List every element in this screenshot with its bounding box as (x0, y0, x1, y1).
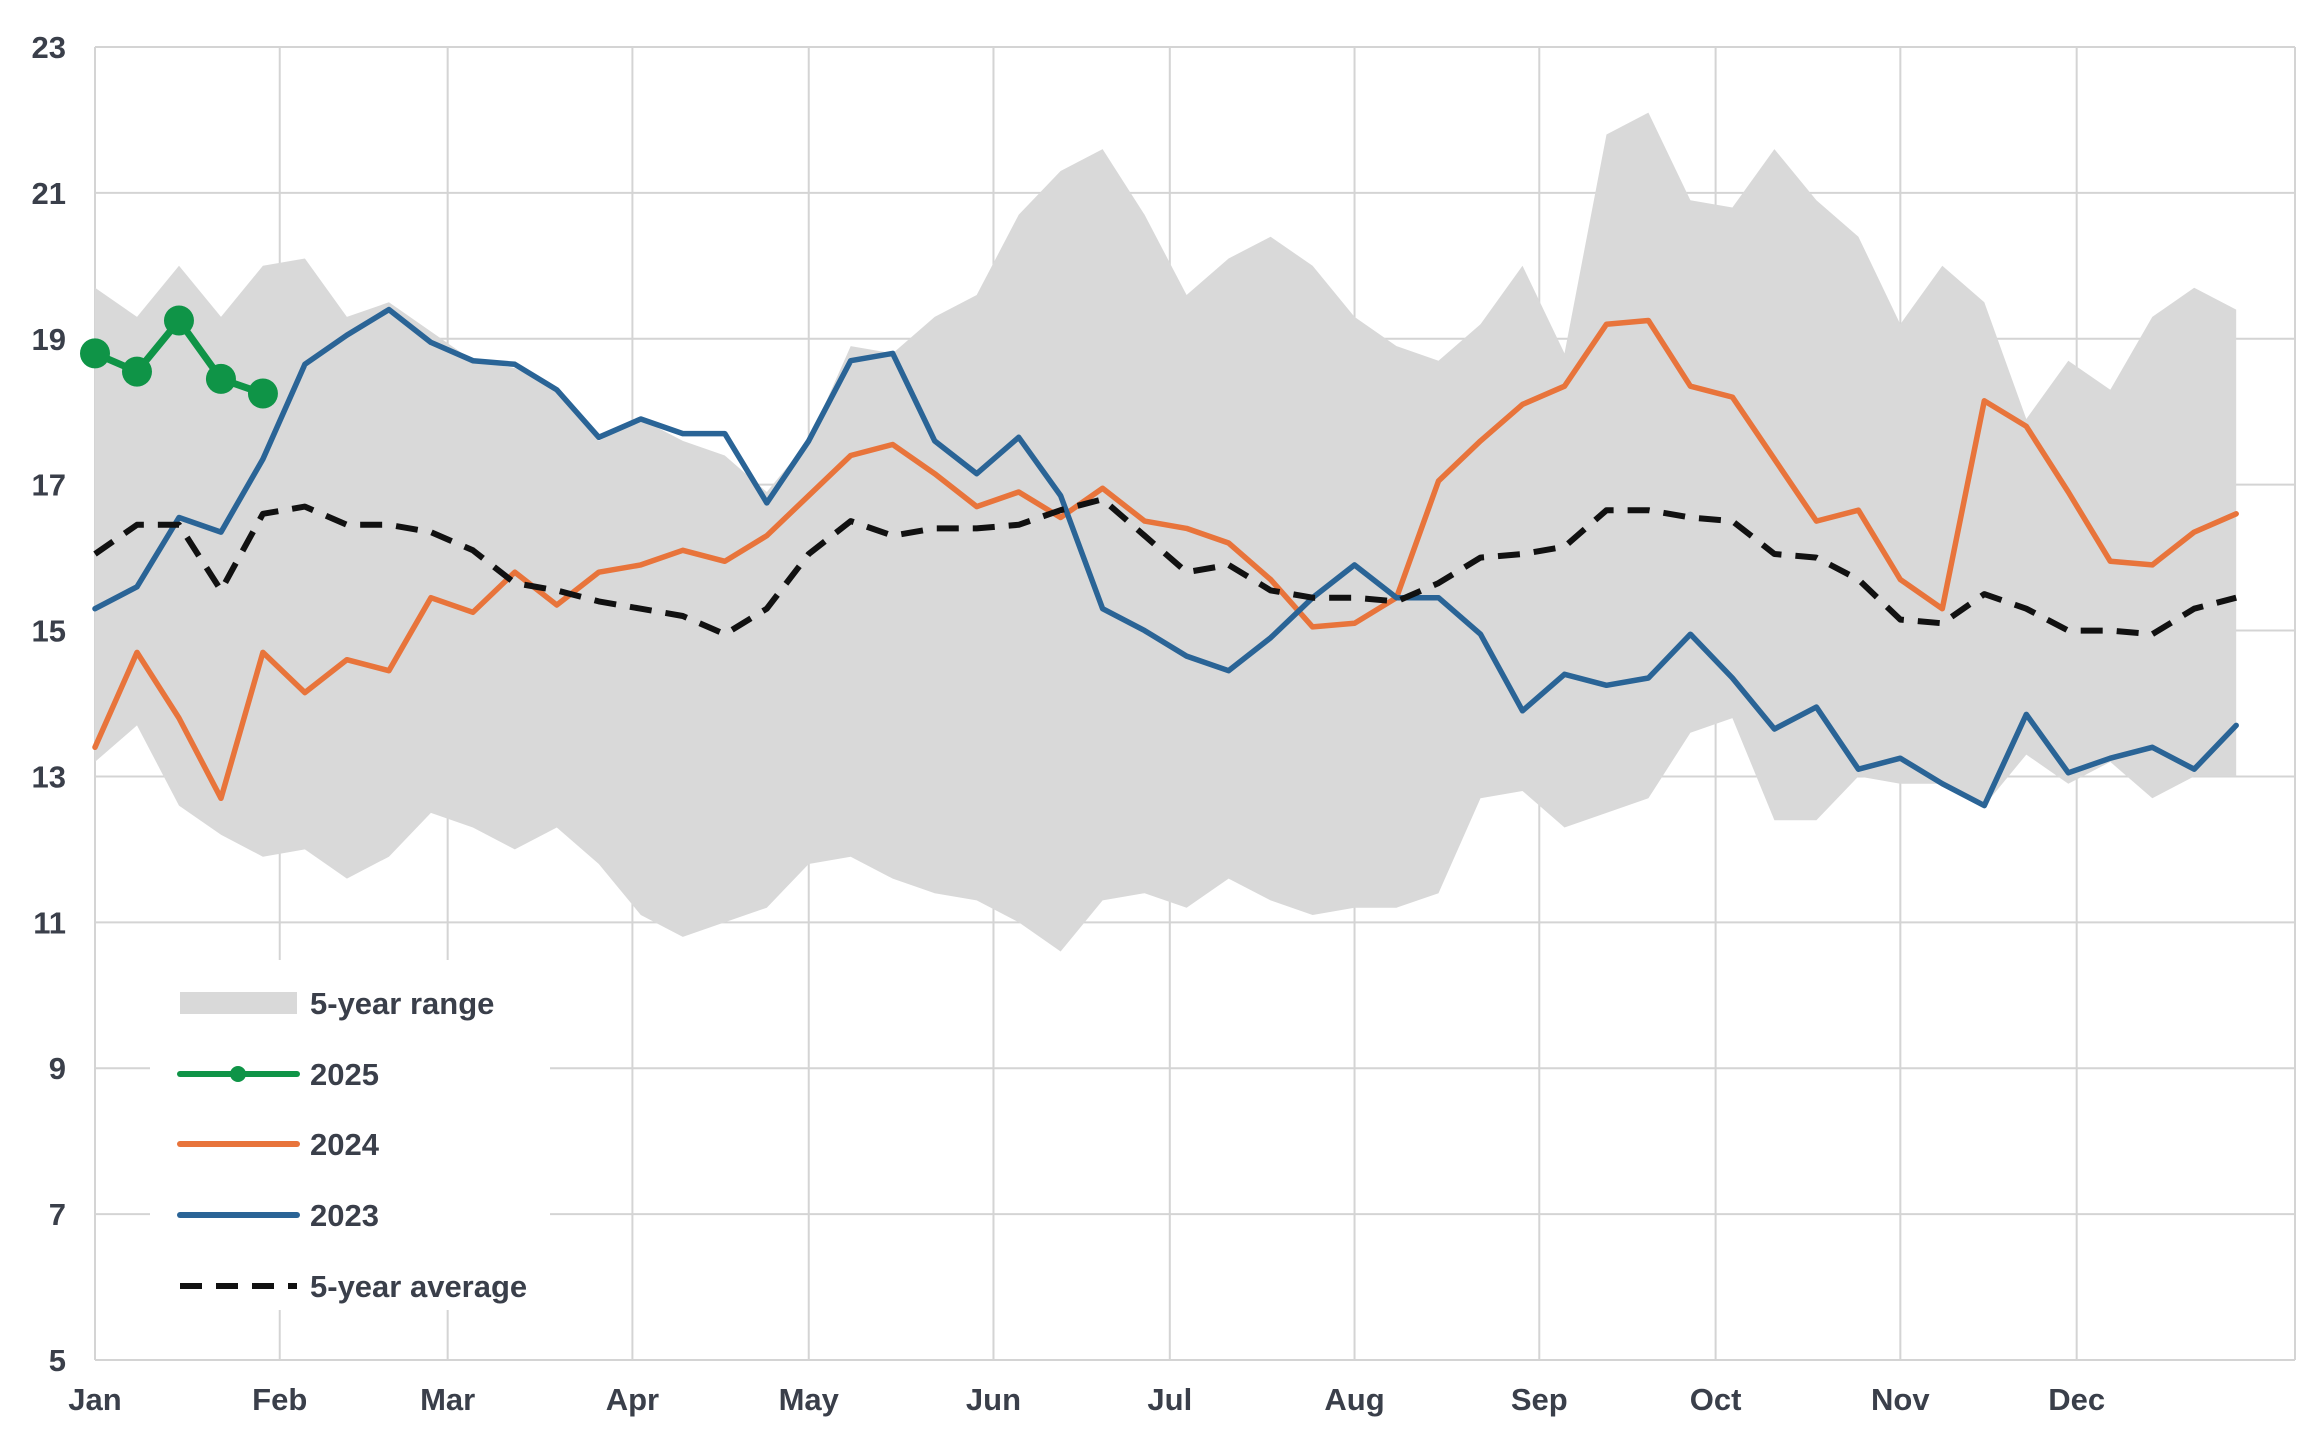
legend-background (150, 960, 550, 1310)
series-line-5-year-average (93, 496, 2237, 638)
legend-label: 2024 (310, 1127, 380, 1162)
y-tick-label: 13 (32, 759, 66, 794)
y-tick-label: 17 (32, 468, 66, 503)
x-tick-label: Jan (68, 1382, 121, 1417)
y-tick-label: 11 (33, 905, 66, 940)
x-tick-label: Mar (420, 1382, 475, 1417)
legend-marker-2025 (230, 1066, 246, 1082)
axis-labels: 5 7 9 11 13 15 17 19 21 23 Jan Feb Mar Apr May Jun Jul Au… (32, 30, 2106, 1417)
x-tick-label: May (779, 1382, 840, 1417)
range-band-layer (95, 112, 2237, 952)
series-line-2024 (92, 317, 2239, 802)
x-tick-label: Nov (1871, 1382, 1930, 1417)
x-tick-label: Sep (1511, 1382, 1568, 1417)
series-layer (80, 305, 2239, 809)
legend-label: 2023 (310, 1198, 379, 1233)
y-tick-label: 19 (32, 322, 66, 357)
legend-label: 5-year average (310, 1269, 527, 1304)
x-tick-label: Feb (252, 1382, 307, 1417)
y-tick-label: 5 (49, 1343, 66, 1378)
y-tick-label: 7 (49, 1197, 66, 1232)
y-tick-label: 9 (49, 1051, 66, 1086)
legend-swatch-range (180, 992, 297, 1014)
x-tick-label: Apr (606, 1382, 659, 1417)
y-tick-label: 21 (32, 176, 66, 211)
data-point-2025 (80, 338, 110, 369)
x-tick-label: Jun (966, 1382, 1021, 1417)
x-tick-label: Aug (1324, 1382, 1384, 1417)
data-point-2025 (205, 363, 236, 394)
x-tick-label: Dec (2048, 1382, 2105, 1417)
range-band (95, 112, 2237, 952)
data-point-2025 (163, 305, 194, 336)
x-tick-label: Jul (1147, 1382, 1192, 1417)
y-tick-label: 15 (32, 614, 66, 649)
legend: 5-year range 2025 2024 2023 5-year average (150, 960, 550, 1310)
x-tick-label: Oct (1690, 1382, 1742, 1417)
y-tick-label: 23 (32, 30, 66, 65)
data-point-2025 (121, 356, 152, 387)
series-line-2023 (92, 306, 2239, 809)
data-point-2025 (247, 378, 278, 409)
legend-label: 5-year range (310, 986, 494, 1021)
legend-label: 2025 (310, 1057, 379, 1092)
